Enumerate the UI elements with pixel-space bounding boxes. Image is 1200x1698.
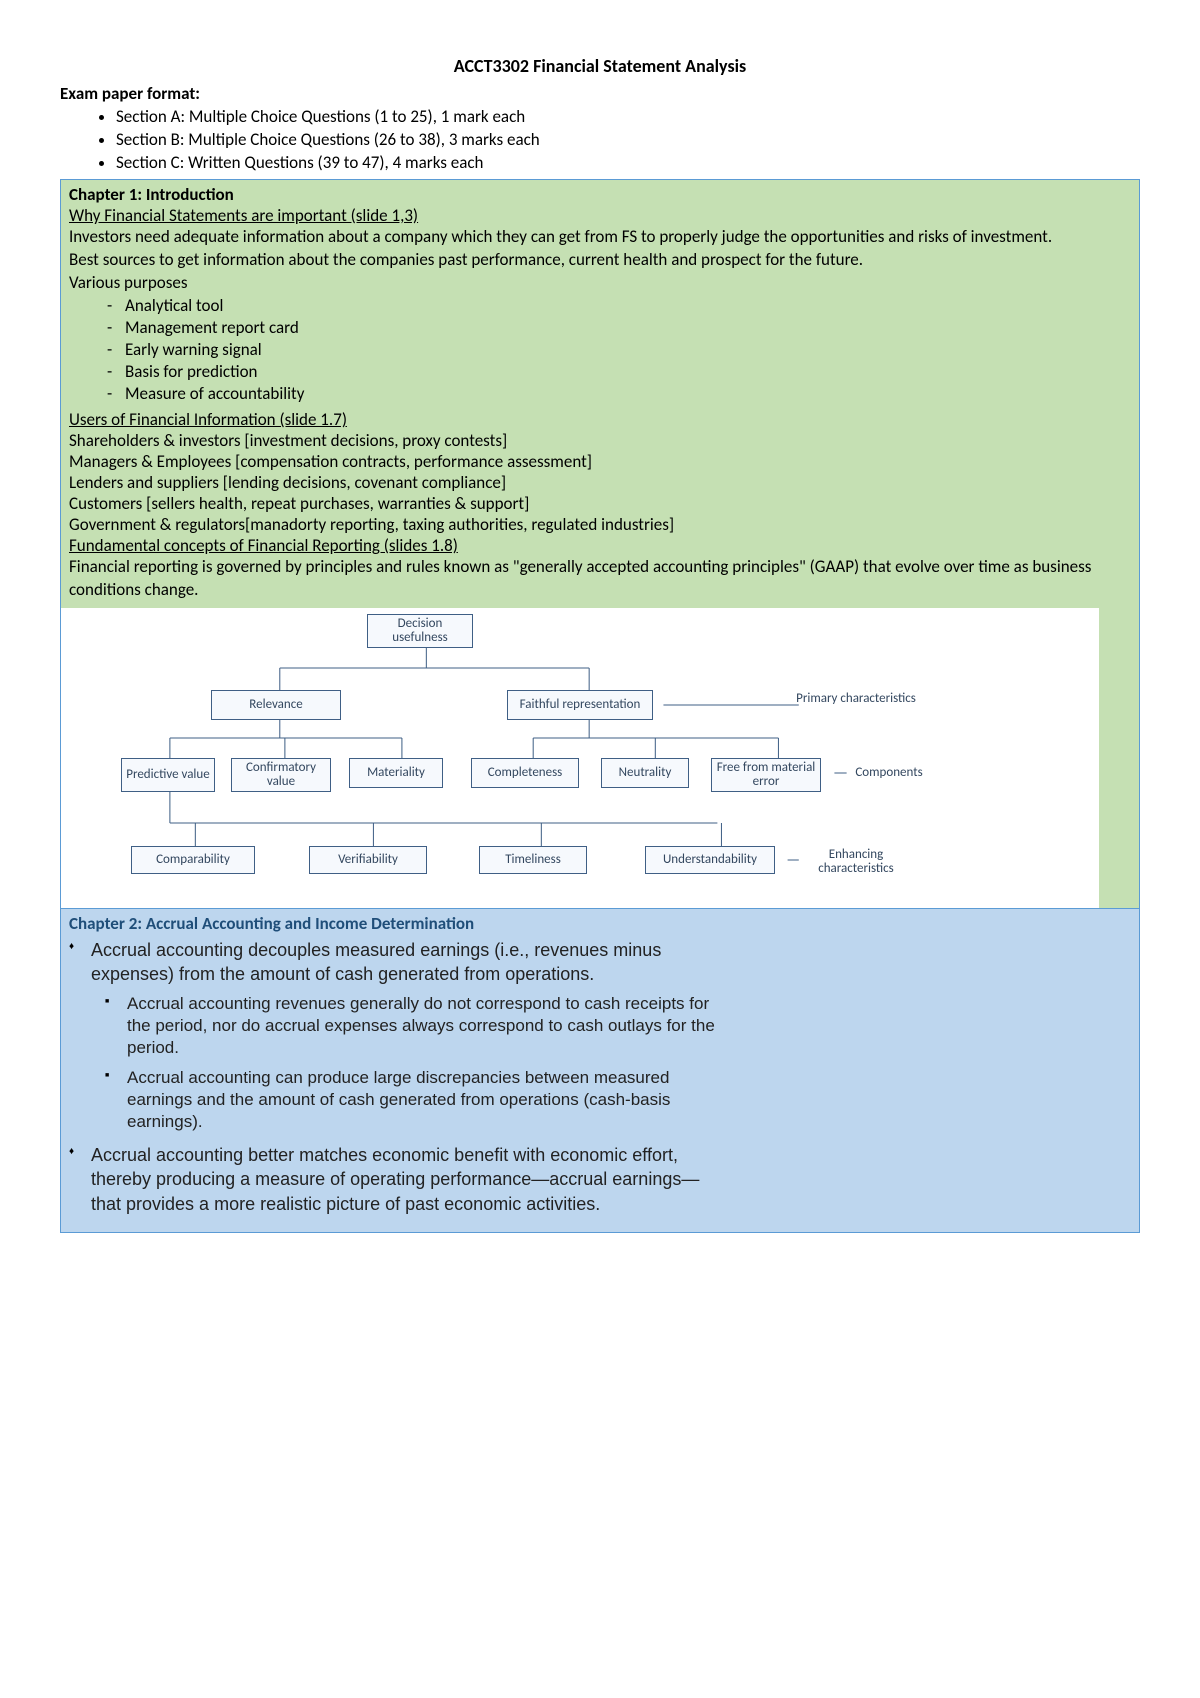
exam-section-a: Section A: Multiple Choice Questions (1 … [116, 106, 1140, 129]
page: ACCT3302 Financial Statement Analysis Ex… [0, 0, 1200, 1433]
node-predictive: Predictive value [121, 758, 215, 792]
node-faithful: Faithful representation [507, 690, 653, 720]
node-decision-usefulness: Decision usefulness [367, 614, 473, 648]
node-confirmatory: Confirmatory value [231, 758, 331, 792]
page-title: ACCT3302 Financial Statement Analysis [60, 55, 1140, 77]
label-enhancing: Enhancing characteristics [791, 848, 921, 877]
ch1-p2: Best sources to get information about th… [69, 249, 1131, 272]
node-completeness: Completeness [471, 758, 579, 788]
purpose-item: Early warning signal [125, 339, 1131, 361]
ch1-sub2: Users of Financial Information (slide 1.… [69, 409, 1131, 430]
exam-format-heading: Exam paper format: [60, 83, 1140, 104]
ch2-b1-sub1: Accrual accounting revenues generally do… [127, 993, 727, 1059]
purpose-item: Measure of accountability [125, 383, 1131, 405]
ch2-bullet-2: Accrual accounting better matches econom… [91, 1143, 727, 1216]
label-components: Components [839, 766, 939, 780]
chapter-1-heading: Chapter 1: Introduction [69, 184, 1131, 205]
ch2-b1-text: Accrual accounting decouples measured ea… [91, 940, 661, 984]
node-timeliness: Timeliness [479, 846, 587, 874]
ch1-p3: Various purposes [69, 272, 1131, 293]
user-line: Managers & Employees [compensation contr… [69, 451, 1131, 472]
chapter-2-heading: Chapter 2: Accrual Accounting and Income… [69, 913, 1131, 934]
node-understandability: Understandability [645, 846, 775, 874]
purpose-item: Management report card [125, 317, 1131, 339]
node-materiality: Materiality [349, 758, 443, 788]
purpose-item: Basis for prediction [125, 361, 1131, 383]
ch1-sub3: Fundamental concepts of Financial Report… [69, 535, 1131, 556]
user-line: Shareholders & investors [investment dec… [69, 430, 1131, 451]
qualitative-characteristics-diagram: Decision usefulness Relevance Faithful r… [61, 608, 1139, 908]
node-relevance: Relevance [211, 690, 341, 720]
exam-format-list: Section A: Multiple Choice Questions (1 … [60, 106, 1140, 175]
node-verifiability: Verifiability [309, 846, 427, 874]
node-comparability: Comparability [131, 846, 255, 874]
chapter-2-box: Chapter 2: Accrual Accounting and Income… [60, 909, 1140, 1233]
exam-section-c: Section C: Written Questions (39 to 47),… [116, 152, 1140, 175]
ch1-p1: Investors need adequate information abou… [69, 226, 1131, 249]
ch1-p4: Financial reporting is governed by princ… [69, 556, 1131, 602]
label-primary: Primary characteristics [796, 692, 916, 706]
ch2-b1-sub2: Accrual accounting can produce large dis… [127, 1067, 727, 1133]
ch1-sub1: Why Financial Statements are important (… [69, 205, 1131, 226]
user-line: Government & regulators[manadorty report… [69, 514, 1131, 535]
ch2-bullet-1: Accrual accounting decouples measured ea… [91, 938, 727, 1133]
node-neutrality: Neutrality [601, 758, 689, 788]
user-line: Lenders and suppliers [lending decisions… [69, 472, 1131, 493]
node-free-from-error: Free from material error [711, 758, 821, 792]
chapter-1-box: Chapter 1: Introduction Why Financial St… [60, 179, 1140, 909]
user-line: Customers [sellers health, repeat purcha… [69, 493, 1131, 514]
chapter-2-content: Accrual accounting decouples measured ea… [69, 938, 727, 1216]
purpose-item: Analytical tool [125, 295, 1131, 317]
exam-section-b: Section B: Multiple Choice Questions (26… [116, 129, 1140, 152]
purposes-list: Analytical tool Management report card E… [69, 295, 1131, 405]
